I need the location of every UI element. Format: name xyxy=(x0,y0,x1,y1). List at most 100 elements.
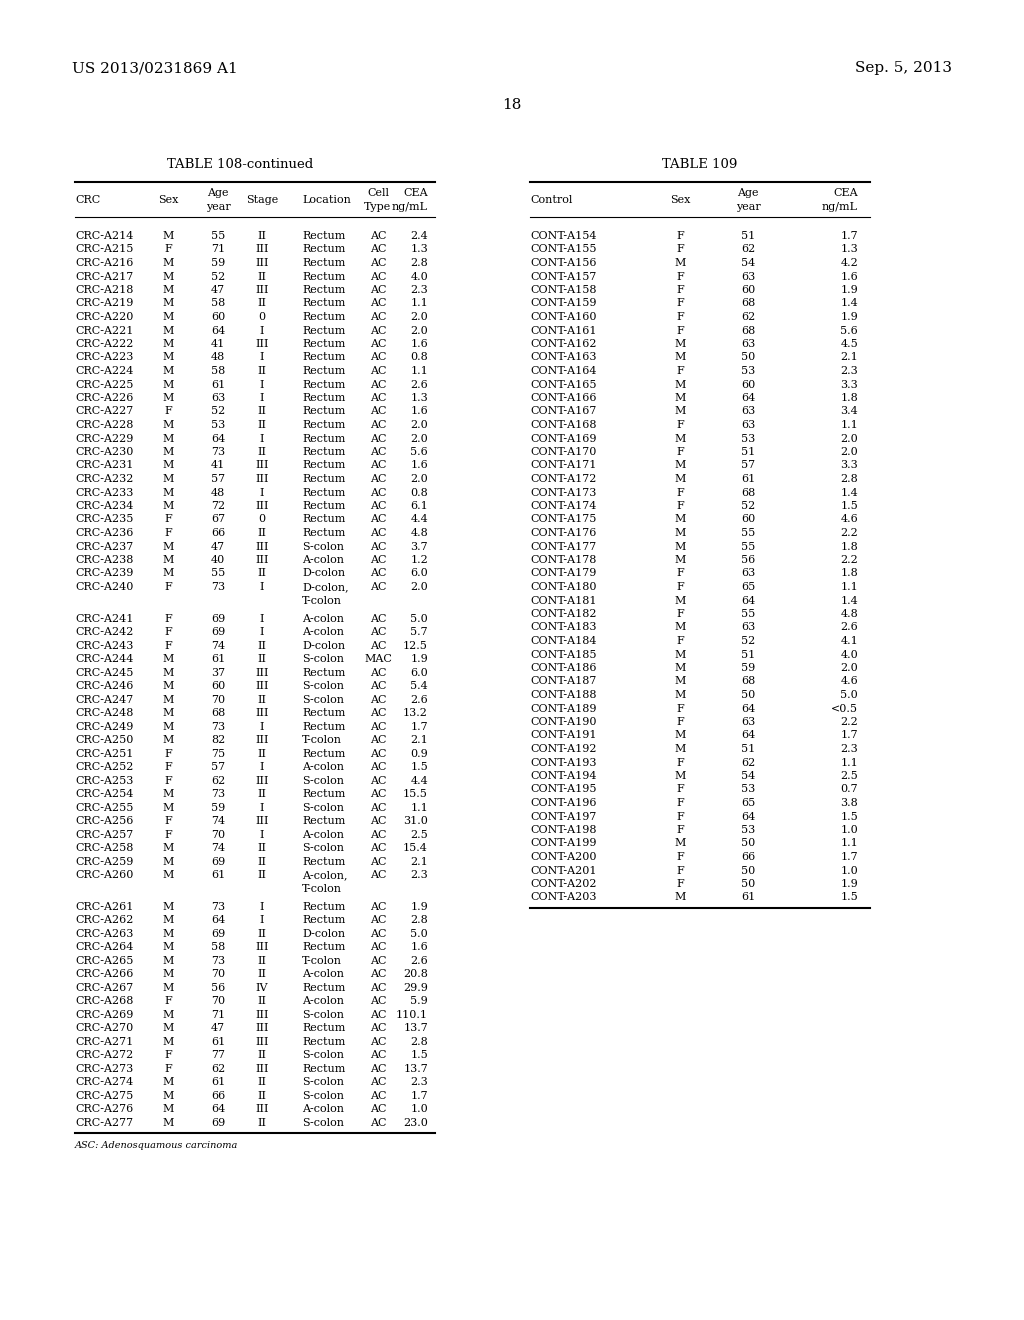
Text: CONT-A197: CONT-A197 xyxy=(530,812,596,821)
Text: 3.4: 3.4 xyxy=(841,407,858,417)
Text: 5.7: 5.7 xyxy=(411,627,428,638)
Text: I: I xyxy=(260,762,264,772)
Text: M: M xyxy=(163,789,174,799)
Text: II: II xyxy=(257,231,266,242)
Text: CRC-A262: CRC-A262 xyxy=(75,916,133,925)
Text: 1.8: 1.8 xyxy=(841,569,858,578)
Text: 66: 66 xyxy=(741,851,755,862)
Text: III: III xyxy=(255,244,268,255)
Text: 64: 64 xyxy=(211,433,225,444)
Text: II: II xyxy=(257,929,266,939)
Text: F: F xyxy=(676,717,684,727)
Text: AC: AC xyxy=(370,1077,386,1088)
Text: 58: 58 xyxy=(211,942,225,953)
Text: AC: AC xyxy=(370,627,386,638)
Text: A-colon: A-colon xyxy=(302,830,344,840)
Text: M: M xyxy=(675,771,686,781)
Text: 52: 52 xyxy=(741,636,755,645)
Text: 4.4: 4.4 xyxy=(411,776,428,785)
Text: A-colon,: A-colon, xyxy=(302,870,347,880)
Text: 5.0: 5.0 xyxy=(841,690,858,700)
Text: AC: AC xyxy=(370,830,386,840)
Text: F: F xyxy=(164,244,172,255)
Text: 1.1: 1.1 xyxy=(411,366,428,376)
Text: II: II xyxy=(257,528,266,539)
Text: S-colon: S-colon xyxy=(302,681,344,692)
Text: Rectum: Rectum xyxy=(302,515,345,524)
Text: M: M xyxy=(163,231,174,242)
Text: 56: 56 xyxy=(211,983,225,993)
Text: 73: 73 xyxy=(211,582,225,591)
Text: 5.6: 5.6 xyxy=(411,447,428,457)
Text: Rectum: Rectum xyxy=(302,902,345,912)
Text: 37: 37 xyxy=(211,668,225,677)
Text: CONT-A203: CONT-A203 xyxy=(530,892,597,903)
Text: CRC-A254: CRC-A254 xyxy=(75,789,133,799)
Text: AC: AC xyxy=(370,983,386,993)
Text: Rectum: Rectum xyxy=(302,272,345,281)
Text: II: II xyxy=(257,1090,266,1101)
Text: 3.3: 3.3 xyxy=(841,380,858,389)
Text: 66: 66 xyxy=(211,1090,225,1101)
Text: 70: 70 xyxy=(211,997,225,1006)
Text: MAC: MAC xyxy=(365,655,392,664)
Text: Rectum: Rectum xyxy=(302,339,345,348)
Text: Rectum: Rectum xyxy=(302,816,345,826)
Text: CRC-A216: CRC-A216 xyxy=(75,257,133,268)
Text: F: F xyxy=(164,627,172,638)
Text: AC: AC xyxy=(370,339,386,348)
Text: S-colon: S-colon xyxy=(302,1077,344,1088)
Text: 1.2: 1.2 xyxy=(411,554,428,565)
Text: F: F xyxy=(676,866,684,875)
Text: 1.7: 1.7 xyxy=(841,231,858,242)
Text: CRC-A222: CRC-A222 xyxy=(75,339,133,348)
Text: CONT-A188: CONT-A188 xyxy=(530,690,597,700)
Text: A-colon: A-colon xyxy=(302,614,344,624)
Text: CONT-A202: CONT-A202 xyxy=(530,879,597,888)
Text: 2.2: 2.2 xyxy=(841,554,858,565)
Text: M: M xyxy=(163,474,174,484)
Text: M: M xyxy=(675,380,686,389)
Text: Age: Age xyxy=(737,187,759,198)
Text: AC: AC xyxy=(370,640,386,651)
Text: 74: 74 xyxy=(211,843,225,853)
Text: 1.6: 1.6 xyxy=(411,339,428,348)
Text: 64: 64 xyxy=(211,326,225,335)
Text: 2.1: 2.1 xyxy=(841,352,858,363)
Text: D-colon: D-colon xyxy=(302,640,345,651)
Text: CONT-A184: CONT-A184 xyxy=(530,636,597,645)
Text: AC: AC xyxy=(370,1064,386,1074)
Text: 2.8: 2.8 xyxy=(841,474,858,484)
Text: F: F xyxy=(676,272,684,281)
Text: 0.9: 0.9 xyxy=(411,748,428,759)
Text: CRC-A246: CRC-A246 xyxy=(75,681,133,692)
Text: CONT-A174: CONT-A174 xyxy=(530,502,596,511)
Text: F: F xyxy=(164,515,172,524)
Text: II: II xyxy=(257,272,266,281)
Text: 1.6: 1.6 xyxy=(841,272,858,281)
Text: CONT-A173: CONT-A173 xyxy=(530,487,596,498)
Text: A-colon: A-colon xyxy=(302,997,344,1006)
Text: Rectum: Rectum xyxy=(302,244,345,255)
Text: CRC-A249: CRC-A249 xyxy=(75,722,133,731)
Text: AC: AC xyxy=(370,803,386,813)
Text: M: M xyxy=(163,929,174,939)
Text: 66: 66 xyxy=(211,528,225,539)
Text: M: M xyxy=(163,709,174,718)
Text: 52: 52 xyxy=(211,272,225,281)
Text: 74: 74 xyxy=(211,640,225,651)
Text: 2.8: 2.8 xyxy=(411,257,428,268)
Text: CONT-A177: CONT-A177 xyxy=(530,541,596,552)
Text: Rectum: Rectum xyxy=(302,748,345,759)
Text: M: M xyxy=(163,1118,174,1129)
Text: CONT-A160: CONT-A160 xyxy=(530,312,597,322)
Text: CEA: CEA xyxy=(403,187,428,198)
Text: AC: AC xyxy=(370,257,386,268)
Text: 73: 73 xyxy=(211,722,225,731)
Text: AC: AC xyxy=(370,298,386,309)
Text: 1.6: 1.6 xyxy=(411,461,428,470)
Text: 2.3: 2.3 xyxy=(411,1077,428,1088)
Text: 62: 62 xyxy=(211,1064,225,1074)
Text: 4.2: 4.2 xyxy=(841,257,858,268)
Text: 6.1: 6.1 xyxy=(411,502,428,511)
